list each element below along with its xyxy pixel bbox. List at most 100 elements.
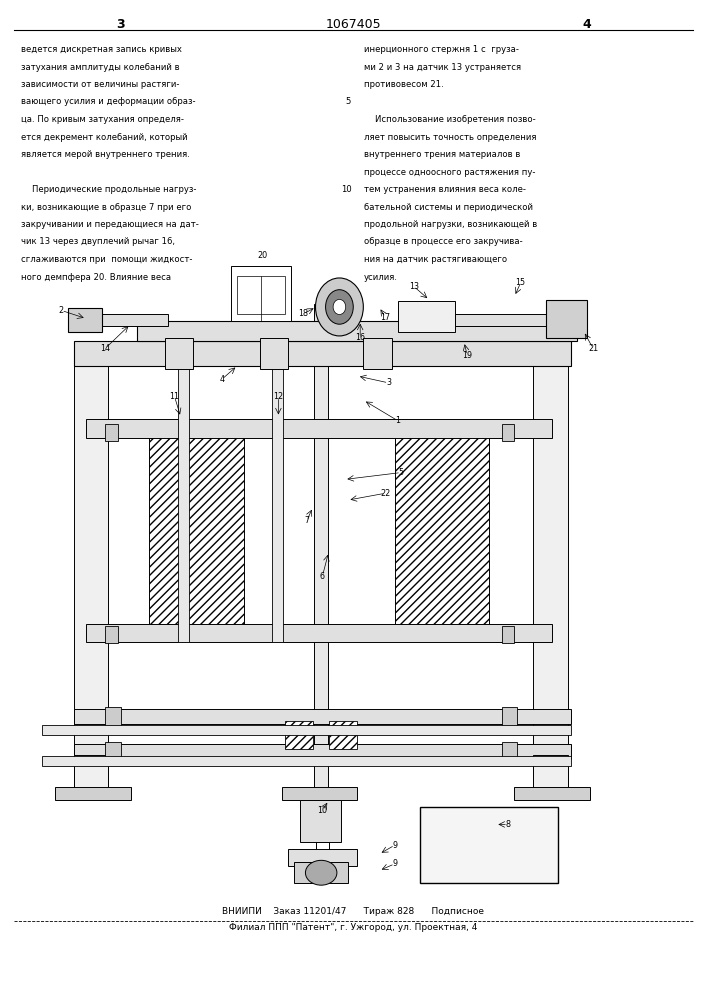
- Bar: [285, 721, 313, 749]
- Bar: [502, 424, 515, 441]
- Text: 9: 9: [392, 841, 397, 850]
- Bar: [272, 366, 284, 642]
- Ellipse shape: [325, 290, 354, 324]
- Text: продольной нагрузки, возникающей в: продольной нагрузки, возникающей в: [364, 220, 537, 229]
- Text: бательной системы и периодической: бательной системы и периодической: [364, 203, 533, 212]
- Text: 15: 15: [515, 278, 526, 287]
- Bar: [502, 707, 518, 728]
- Text: 4: 4: [583, 18, 591, 31]
- Bar: [363, 338, 392, 369]
- Text: 14: 14: [100, 344, 110, 353]
- Bar: [105, 742, 121, 762]
- Bar: [259, 338, 288, 369]
- Text: 12: 12: [274, 392, 284, 401]
- Text: 21: 21: [588, 344, 598, 353]
- Text: 13: 13: [409, 282, 419, 291]
- Text: ния на датчик растягивающего: ния на датчик растягивающего: [364, 255, 507, 264]
- Text: тем устранения влияния веса коле-: тем устранения влияния веса коле-: [364, 185, 526, 194]
- Bar: [55, 786, 131, 800]
- Bar: [105, 626, 118, 643]
- Bar: [74, 359, 108, 786]
- Text: ется декремент колебаний, который: ется декремент колебаний, который: [21, 133, 188, 142]
- Text: противовесом 21.: противовесом 21.: [364, 80, 444, 89]
- Text: зависимости от величины растяги-: зависимости от величины растяги-: [21, 80, 180, 89]
- Text: 2: 2: [59, 306, 64, 315]
- Text: 17: 17: [380, 313, 390, 322]
- Text: является мерой внутреннего трения.: является мерой внутреннего трения.: [21, 150, 190, 159]
- Bar: [288, 849, 357, 866]
- Bar: [86, 314, 168, 326]
- Bar: [231, 266, 291, 321]
- Text: 11: 11: [170, 392, 180, 401]
- Text: 19: 19: [462, 351, 472, 360]
- Bar: [74, 755, 108, 793]
- Bar: [105, 424, 118, 441]
- Ellipse shape: [333, 299, 346, 315]
- Text: сглаживаются при  помощи жидкост-: сглаживаются при помощи жидкост-: [21, 255, 193, 264]
- Text: образце в процессе его закручива-: образце в процессе его закручива-: [364, 237, 523, 246]
- Text: процессе одноосного растяжения пу-: процессе одноосного растяжения пу-: [364, 168, 536, 177]
- Text: 18: 18: [298, 309, 308, 318]
- Bar: [238, 276, 285, 314]
- Bar: [281, 786, 357, 800]
- Ellipse shape: [315, 278, 363, 336]
- Text: 20: 20: [257, 251, 268, 260]
- Text: закручивании и передающиеся на дат-: закручивании и передающиеся на дат-: [21, 220, 199, 229]
- Text: 5: 5: [399, 468, 404, 477]
- Ellipse shape: [305, 860, 337, 885]
- Text: 16: 16: [355, 334, 366, 342]
- Bar: [42, 756, 571, 766]
- Bar: [502, 626, 515, 643]
- Bar: [502, 742, 518, 762]
- Text: ведется дискретная запись кривых: ведется дискретная запись кривых: [21, 45, 182, 54]
- Text: 9: 9: [392, 859, 397, 868]
- Text: 8: 8: [506, 820, 510, 829]
- Bar: [165, 338, 194, 369]
- Text: ляет повысить точность определения: ляет повысить точность определения: [364, 133, 537, 142]
- Bar: [74, 709, 571, 724]
- Text: затухания амплитуды колебаний в: затухания амплитуды колебаний в: [21, 62, 180, 72]
- Text: вающего усилия и деформации образ-: вающего усилия и деформации образ-: [21, 98, 196, 106]
- Text: 6: 6: [320, 572, 325, 581]
- Text: 4: 4: [219, 375, 224, 384]
- Text: 1067405: 1067405: [326, 18, 381, 31]
- Bar: [398, 301, 455, 332]
- Text: ца. По кривым затухания определя-: ца. По кривым затухания определя-: [21, 115, 185, 124]
- Text: инерционного стержня 1 с  груза-: инерционного стержня 1 с груза-: [364, 45, 519, 54]
- Bar: [395, 428, 489, 635]
- Bar: [533, 359, 568, 786]
- Bar: [86, 624, 552, 642]
- Bar: [42, 725, 571, 735]
- Text: ки, возникающие в образце 7 при его: ки, возникающие в образце 7 при его: [21, 203, 192, 212]
- Text: Использование изобретения позво-: Использование изобретения позво-: [364, 115, 536, 124]
- Text: усилия.: усилия.: [364, 273, 398, 282]
- Bar: [533, 755, 568, 793]
- Bar: [105, 707, 121, 728]
- Text: 22: 22: [380, 489, 390, 498]
- Bar: [515, 786, 590, 800]
- Text: чик 13 через двуплечий рычаг 16,: чик 13 через двуплечий рычаг 16,: [21, 237, 175, 246]
- Text: Периодические продольные нагруз-: Периодические продольные нагруз-: [21, 185, 197, 194]
- Text: 10: 10: [341, 185, 352, 194]
- Bar: [294, 862, 348, 883]
- Bar: [68, 308, 103, 332]
- Text: 1: 1: [395, 416, 400, 425]
- Bar: [136, 321, 577, 341]
- Bar: [74, 341, 571, 366]
- Bar: [314, 304, 328, 842]
- Bar: [300, 800, 341, 842]
- Bar: [177, 366, 189, 642]
- Bar: [329, 721, 357, 749]
- Bar: [455, 314, 549, 326]
- Bar: [149, 428, 244, 635]
- Bar: [546, 300, 587, 338]
- Text: 5: 5: [346, 98, 351, 106]
- Text: внутреннего трения материалов в: внутреннего трения материалов в: [364, 150, 520, 159]
- Text: ВНИИПИ    Заказ 11201/47      Тираж 828      Подписное: ВНИИПИ Заказ 11201/47 Тираж 828 Подписно…: [223, 908, 484, 916]
- Text: 3: 3: [386, 378, 391, 387]
- Bar: [86, 419, 552, 438]
- Bar: [420, 807, 559, 883]
- Text: ми 2 и 3 на датчик 13 устраняется: ми 2 и 3 на датчик 13 устраняется: [364, 62, 521, 72]
- Text: 7: 7: [304, 516, 309, 525]
- Text: Филиал ППП "Патент", г. Ужгород, ул. Проектная, 4: Филиал ППП "Патент", г. Ужгород, ул. Про…: [229, 924, 478, 932]
